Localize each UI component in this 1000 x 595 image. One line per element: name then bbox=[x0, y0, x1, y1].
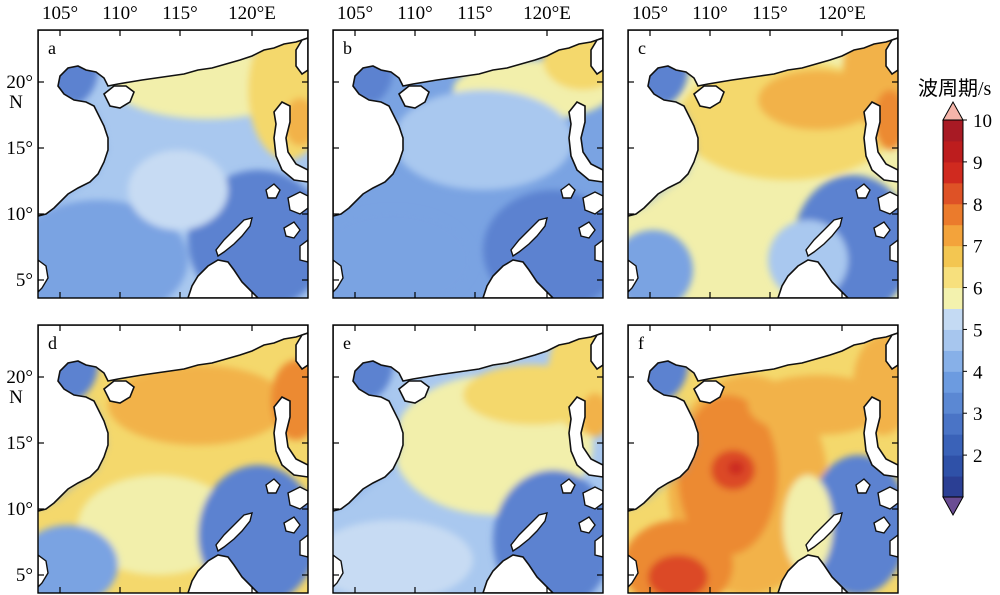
lat-unit-label: N bbox=[9, 387, 23, 408]
map-panel-e: e bbox=[332, 324, 604, 594]
map-panels: a b c d e f bbox=[37, 29, 899, 594]
colorbar-tick-label: 4 bbox=[973, 362, 983, 383]
panel-label-e: e bbox=[343, 333, 351, 353]
panel-frame bbox=[332, 29, 604, 299]
panel-frame bbox=[627, 29, 899, 299]
map-panel-f: f bbox=[627, 324, 899, 594]
lon-tick-label: 105° bbox=[42, 3, 78, 24]
colorbar-tick-label: 5 bbox=[973, 320, 983, 341]
colorbar-over-triangle bbox=[942, 100, 964, 121]
lon-tick-label: 120°E bbox=[523, 3, 571, 24]
lat-tick-label: 15° bbox=[6, 138, 33, 159]
colorbar-segment bbox=[943, 120, 963, 142]
colorbar-segment bbox=[943, 308, 963, 330]
colorbar-segment bbox=[943, 266, 963, 289]
panel-frame bbox=[332, 324, 604, 594]
colorbar-segment bbox=[943, 287, 963, 309]
panel-frame bbox=[37, 29, 309, 299]
colorbar-scale: 10 9 8 7 6 5 4 3 2 bbox=[942, 100, 992, 517]
lon-tick-label: 110° bbox=[692, 3, 727, 24]
colorbar-segment bbox=[943, 455, 963, 477]
lat-tick-label: 5° bbox=[16, 565, 33, 586]
colorbar-tick-label: 6 bbox=[973, 279, 983, 300]
panel-label-c: c bbox=[638, 38, 646, 58]
lat-tick-label: 15° bbox=[6, 433, 33, 454]
colorbar-segment bbox=[943, 476, 963, 498]
colorbar-tick-label: 8 bbox=[973, 195, 983, 216]
colorbar-under-triangle bbox=[942, 496, 964, 517]
colorbar-segment bbox=[943, 392, 963, 414]
lon-tick-label: 120°E bbox=[818, 3, 866, 24]
colorbar-segment bbox=[943, 371, 963, 393]
map-panel-b: b bbox=[332, 29, 604, 299]
lat-tick-label: 20° bbox=[6, 367, 33, 388]
panel-label-d: d bbox=[48, 333, 57, 353]
colorbar-segment bbox=[943, 203, 963, 226]
lon-tick-label: 120°E bbox=[228, 3, 276, 24]
lat-tick-label: 10° bbox=[6, 499, 33, 520]
colorbar-segment bbox=[943, 161, 963, 184]
lat-tick-label: 20° bbox=[6, 72, 33, 93]
colorbar-segment bbox=[943, 224, 963, 247]
colorbar: 波周期/s 10 9 8 7 6 5 4 3 2 bbox=[918, 77, 992, 517]
lon-tick-label: 110° bbox=[102, 3, 137, 24]
lon-tick-label: 115° bbox=[457, 3, 492, 24]
panel-label-f: f bbox=[638, 333, 644, 353]
map-panel-c: c bbox=[627, 29, 899, 299]
lat-unit-label: N bbox=[9, 92, 23, 113]
lat-tick-label: 5° bbox=[16, 270, 33, 291]
colorbar-tick-label: 3 bbox=[973, 404, 983, 425]
map-panel-a: a bbox=[37, 29, 309, 299]
colorbar-segment bbox=[943, 245, 963, 268]
panel-frame bbox=[627, 324, 899, 594]
lon-tick-label: 115° bbox=[162, 3, 197, 24]
colorbar-tick-label: 10 bbox=[973, 111, 992, 132]
colorbar-segment bbox=[943, 350, 963, 372]
lat-tick-label: 10° bbox=[6, 204, 33, 225]
colorbar-segment bbox=[943, 140, 963, 163]
colorbar-segment bbox=[943, 329, 963, 351]
colorbar-tick-label: 7 bbox=[973, 237, 983, 258]
panel-label-a: a bbox=[48, 38, 56, 58]
lon-tick-label: 105° bbox=[337, 3, 373, 24]
colorbar-title: 波周期/s bbox=[918, 77, 992, 100]
lon-tick-label: 110° bbox=[397, 3, 432, 24]
colorbar-tick-label: 2 bbox=[973, 446, 983, 467]
map-panel-d: d bbox=[37, 324, 309, 594]
lon-tick-label: 115° bbox=[752, 3, 787, 24]
lon-tick-label: 105° bbox=[632, 3, 668, 24]
colorbar-tick-label: 9 bbox=[973, 153, 983, 174]
colorbar-segment bbox=[943, 413, 963, 435]
colorbar-segment bbox=[943, 434, 963, 456]
panel-label-b: b bbox=[343, 38, 352, 58]
panel-frame bbox=[37, 324, 309, 594]
colorbar-segment bbox=[943, 182, 963, 205]
